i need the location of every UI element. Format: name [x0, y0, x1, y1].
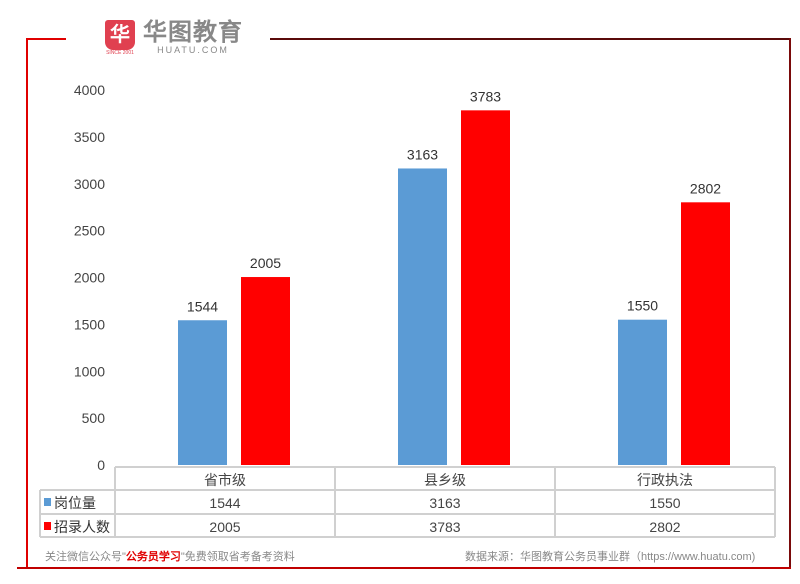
- bar-recruits: [461, 110, 510, 465]
- legend-swatch: [44, 498, 51, 506]
- y-tick-label: 2500: [74, 223, 105, 239]
- category-label: 行政执法: [637, 472, 693, 488]
- data-label: 2005: [250, 255, 281, 271]
- legend-swatch: [44, 522, 51, 530]
- table-cell: 1550: [649, 495, 680, 511]
- data-label: 1550: [627, 298, 658, 314]
- legend-label: 岗位量: [54, 495, 96, 511]
- category-label: 县乡级: [424, 472, 466, 488]
- logo-since: SINCE 2001: [106, 50, 134, 56]
- table-cell: 3163: [429, 495, 460, 511]
- y-tick-label: 3500: [74, 129, 105, 145]
- logo-name: 华图教育: [143, 19, 243, 46]
- data-label: 1544: [187, 298, 218, 314]
- bar-recruits: [241, 277, 290, 465]
- table-cell: 1544: [209, 495, 240, 511]
- y-tick-label: 1500: [74, 316, 105, 332]
- footer-source: 数据来源：华图教育公务员事业群（https://www.huatu.com): [465, 551, 756, 563]
- category-label: 省市级: [204, 472, 246, 488]
- y-tick-label: 1000: [74, 363, 105, 379]
- bar-positions: [178, 320, 227, 465]
- y-tick-label: 2000: [74, 270, 105, 286]
- bar-positions: [398, 168, 447, 465]
- legend-label: 招录人数: [54, 519, 110, 535]
- table-cell: 2802: [649, 519, 680, 535]
- frame-border: [17, 567, 791, 569]
- data-label: 3783: [470, 88, 501, 104]
- table-cell: 2005: [209, 519, 240, 535]
- data-label: 3163: [407, 146, 438, 162]
- data-label: 2802: [690, 180, 721, 196]
- bar-positions: [618, 319, 667, 465]
- y-tick-label: 0: [97, 457, 105, 473]
- y-tick-label: 500: [82, 410, 106, 426]
- y-tick-label: 4000: [74, 82, 105, 98]
- frame-border: [789, 38, 791, 568]
- frame-border: [270, 38, 791, 40]
- logo-mark: 华: [105, 20, 135, 50]
- frame-border: [26, 38, 28, 568]
- huatu-logo: 华 SINCE 2001 华图教育 HUATU.COM: [105, 20, 243, 56]
- y-tick-label: 3000: [74, 176, 105, 192]
- footer-note: 关注微信公众号"公务员学习"免费领取省考备考资料: [45, 551, 295, 563]
- frame-border: [26, 38, 66, 40]
- table-cell: 3783: [429, 519, 460, 535]
- logo-domain: HUATU.COM: [157, 45, 229, 55]
- bar-recruits: [681, 202, 730, 465]
